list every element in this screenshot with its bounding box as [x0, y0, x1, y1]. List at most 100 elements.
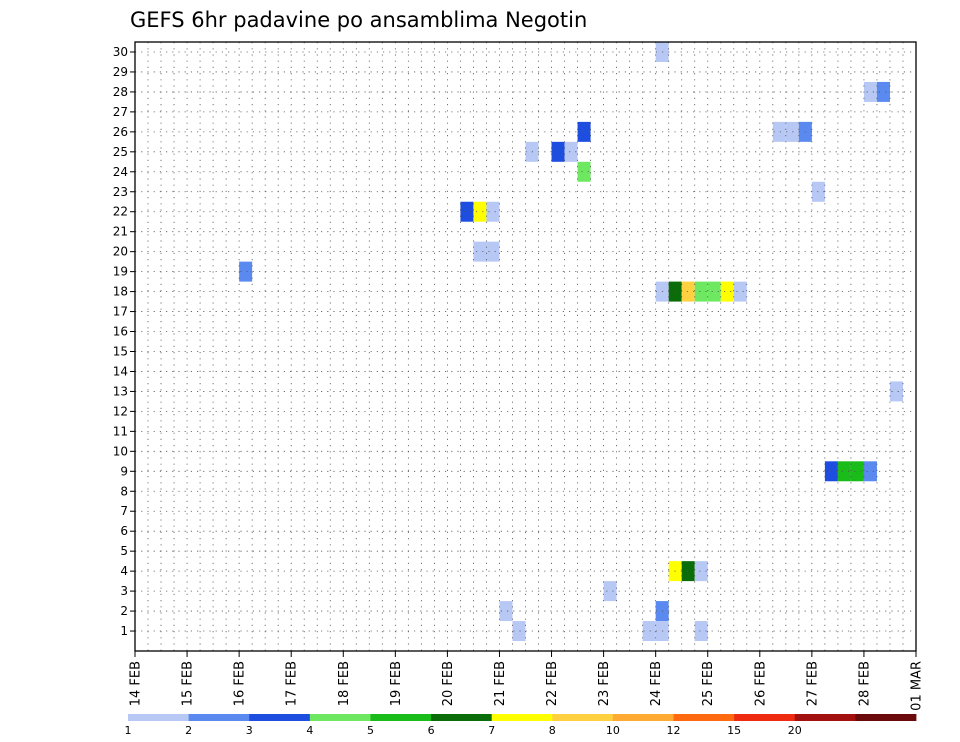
colorbar-swatch-10	[734, 714, 796, 721]
colorbar-swatch-7	[552, 714, 614, 721]
cell-16	[486, 241, 500, 262]
xtick-label-1: 15 FEB	[181, 661, 196, 706]
ytick-label-12: 12	[113, 404, 128, 418]
cell-31	[681, 561, 695, 582]
ytick-label-23: 23	[113, 185, 128, 199]
xtick-label-6: 20 FEB	[441, 661, 456, 706]
ytick-label-18: 18	[113, 285, 128, 299]
ytick-label-30: 30	[113, 45, 128, 59]
colorbar-swatch-6	[491, 714, 553, 721]
ytick-label-3: 3	[120, 584, 128, 598]
xtick-label-14: 28 FEB	[857, 661, 872, 706]
ytick-label-13: 13	[113, 384, 128, 398]
colorbar-swatch-2	[249, 714, 311, 721]
xtick-label-9: 23 FEB	[597, 661, 612, 706]
ytick-label-16: 16	[113, 325, 128, 339]
ytick-label-8: 8	[120, 484, 128, 498]
cell-2	[876, 81, 890, 102]
ytick-label-26: 26	[113, 125, 128, 139]
colorbar-label-1: 2	[185, 724, 192, 737]
ytick-label-20: 20	[113, 245, 128, 259]
ytick-label-14: 14	[113, 364, 128, 378]
colorbar-label-3: 4	[306, 724, 313, 737]
cell-25	[889, 381, 903, 402]
colorbar-swatch-5	[431, 714, 493, 721]
ytick-label-22: 22	[113, 205, 128, 219]
ytick-label-2: 2	[120, 604, 128, 618]
colorbar-label-11: 20	[788, 724, 802, 737]
cell-9	[564, 141, 578, 162]
cell-11	[811, 181, 825, 202]
cell-27	[837, 461, 851, 482]
ytick-label-7: 7	[120, 504, 128, 518]
colorbar-swatch-0	[128, 714, 190, 721]
cell-22	[707, 281, 721, 302]
xtick-label-10: 24 FEB	[649, 661, 664, 706]
xtick-label-5: 19 FEB	[389, 661, 404, 706]
ytick-label-9: 9	[120, 464, 128, 478]
cell-1	[863, 81, 877, 102]
colorbar-swatch-9	[673, 714, 735, 721]
cell-23	[720, 281, 734, 302]
cell-37	[642, 621, 656, 642]
colorbar-label-7: 8	[549, 724, 556, 737]
xtick-label-4: 18 FEB	[337, 661, 352, 706]
cell-17	[239, 261, 253, 282]
colorbar-swatch-4	[370, 714, 432, 721]
ytick-label-19: 19	[113, 265, 128, 279]
ytick-label-27: 27	[113, 105, 128, 119]
cell-29	[863, 461, 877, 482]
ytick-label-29: 29	[113, 65, 128, 79]
colorbar: 1 2 3 4 5 6 7 8 10 12 15 20	[125, 714, 917, 737]
cells-layer	[239, 42, 903, 642]
ytick-label-1: 1	[120, 624, 128, 638]
chart-title: GEFS 6hr padavine po ansamblima Negotin	[130, 8, 587, 32]
colorbar-label-8: 10	[606, 724, 620, 737]
ytick-label-15: 15	[113, 344, 128, 358]
colorbar-swatch-11	[794, 714, 856, 721]
xtick-label-8: 22 FEB	[545, 661, 560, 706]
xtick-label-0: 14 FEB	[129, 661, 144, 706]
cell-32	[694, 561, 708, 582]
colorbar-swatch-8	[612, 714, 674, 721]
cell-10	[577, 161, 591, 182]
colorbar-label-0: 1	[125, 724, 132, 737]
plot-frame	[134, 41, 917, 652]
colorbar-swatch-12	[855, 714, 917, 721]
ytick-label-25: 25	[113, 145, 128, 159]
cell-12	[460, 201, 474, 222]
xtick-label-13: 27 FEB	[805, 661, 820, 706]
colorbar-label-2: 3	[246, 724, 253, 737]
ytick-label-6: 6	[120, 524, 128, 538]
cell-24	[733, 281, 747, 302]
cell-36	[512, 621, 526, 642]
cell-4	[772, 121, 786, 142]
cell-35	[499, 601, 513, 622]
cell-33	[603, 581, 617, 602]
colorbar-label-6: 7	[488, 724, 495, 737]
ytick-label-21: 21	[113, 225, 128, 239]
x-axis: 14 FEB 15 FEB 16 FEB 17 FEB 18 FEB 19 FEB 20 F…	[129, 651, 925, 711]
xtick-label-15: 01 MAR	[910, 661, 925, 711]
colorbar-swatch-3	[309, 714, 371, 721]
ytick-label-17: 17	[113, 305, 128, 319]
xtick-label-7: 21 FEB	[493, 661, 508, 706]
colorbar-label-4: 5	[367, 724, 374, 737]
xtick-label-12: 26 FEB	[753, 661, 768, 706]
colorbar-label-5: 6	[428, 724, 435, 737]
ytick-label-24: 24	[113, 165, 128, 179]
ytick-label-11: 11	[113, 424, 128, 438]
y-axis: 1234567891011121314151617181920212223242…	[113, 45, 135, 638]
ytick-label-4: 4	[120, 564, 128, 578]
cell-8	[551, 141, 565, 162]
xtick-label-2: 16 FEB	[233, 661, 248, 706]
cell-13	[473, 201, 487, 222]
cell-15	[473, 241, 487, 262]
cell-39	[694, 621, 708, 642]
xtick-label-3: 17 FEB	[285, 661, 300, 706]
colorbar-label-9: 12	[667, 724, 681, 737]
cell-14	[486, 201, 500, 222]
grid-layer	[135, 42, 916, 651]
ytick-label-28: 28	[113, 85, 128, 99]
